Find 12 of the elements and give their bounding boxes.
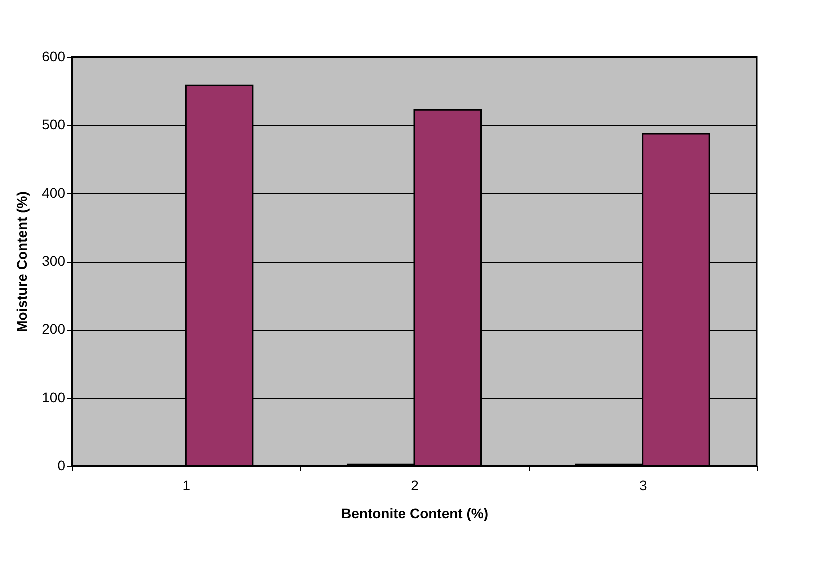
y-tick-label: 0	[58, 458, 66, 474]
y-tick-label: 300	[42, 253, 66, 269]
y-tick-label: 200	[42, 321, 66, 338]
y-tick-label: 400	[42, 184, 66, 201]
x-axis-title: Bentonite Content (%)	[342, 506, 488, 522]
y-tick-label: 500	[42, 116, 66, 133]
y-axis-title: Moisture Content (%)	[14, 192, 30, 332]
y-tick-label: 600	[42, 48, 66, 64]
x-tick-label: 1	[182, 478, 191, 494]
x-tick-label: 3	[639, 478, 648, 494]
x-tick-label: 2	[411, 478, 420, 494]
y-tick-label: 100	[42, 389, 66, 406]
